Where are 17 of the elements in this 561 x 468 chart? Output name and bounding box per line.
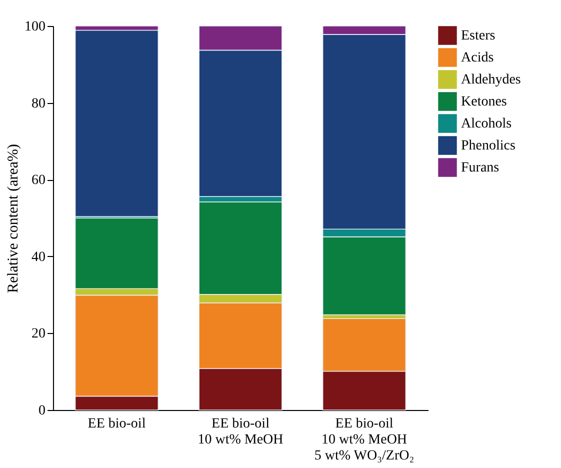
legend-label: Aldehydes: [461, 72, 521, 88]
y-axis-title: Relative content (area%): [6, 144, 22, 294]
y-tick-label: 0: [38, 404, 46, 418]
x-tick-label: EE bio-oil: [88, 416, 146, 432]
legend-label: Alcohols: [461, 116, 512, 132]
y-tick-label: 100: [24, 20, 46, 34]
legend-label: Acids: [461, 50, 494, 66]
legend-label: Ketones: [461, 94, 507, 110]
legend-label: Furans: [461, 160, 500, 176]
y-tick-label: 80: [32, 96, 46, 112]
legend-label: Esters: [461, 28, 496, 44]
y-tick-label: 40: [32, 250, 46, 265]
x-tick-label: EE bio-oil 10 wt% MeOH: [198, 416, 284, 448]
x-tick-label: EE bio-oil 10 wt% MeOH 5 wt% WO₃/ZrO₂: [314, 416, 414, 464]
y-tick-label: 20: [32, 326, 46, 342]
y-tick-label: 60: [32, 173, 46, 188]
legend-label: Phenolics: [461, 138, 516, 154]
